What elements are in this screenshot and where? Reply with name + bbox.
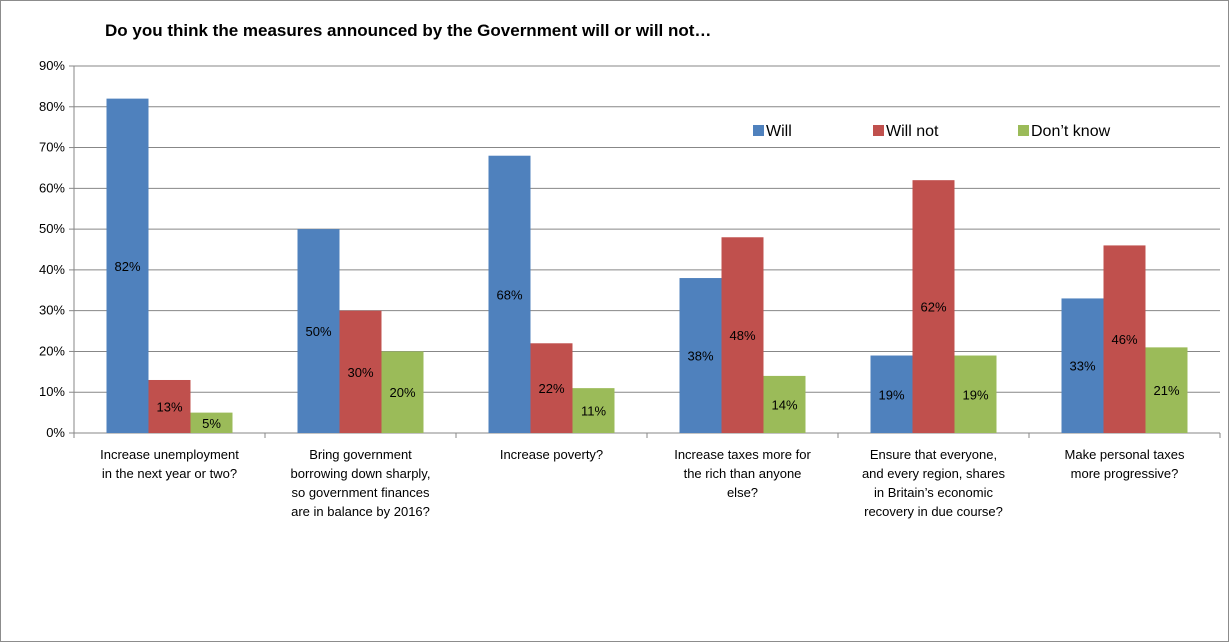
bar [339, 310, 382, 433]
data-label: 82% [114, 259, 140, 274]
y-tick-label: 10% [39, 384, 65, 399]
bar [763, 375, 806, 433]
data-label: 50% [305, 324, 331, 339]
y-tick-label: 30% [39, 303, 65, 318]
x-category-label: so government finances [291, 485, 430, 500]
x-category-label: borrowing down sharply, [291, 466, 431, 481]
bar [1103, 245, 1146, 433]
x-category-label: Ensure that everyone, [870, 447, 997, 462]
x-category-label: in the next year or two? [102, 466, 237, 481]
bar [106, 98, 149, 433]
bar [190, 412, 233, 433]
bar [488, 155, 531, 433]
legend-label: Don’t know [1031, 123, 1111, 140]
y-tick-label: 20% [39, 343, 65, 358]
legend-label: Will [766, 123, 792, 140]
bar [297, 229, 340, 433]
data-label: 68% [496, 287, 522, 302]
data-label: 48% [729, 328, 755, 343]
data-label: 38% [687, 349, 713, 364]
x-category-label: more progressive? [1071, 466, 1179, 481]
bar [530, 343, 573, 433]
x-category-label: else? [727, 485, 758, 500]
x-category-label: Increase taxes more for [674, 447, 811, 462]
x-category-label: the rich than anyone [684, 466, 802, 481]
legend-swatch [753, 125, 764, 136]
data-label: 19% [962, 387, 988, 402]
bar [148, 379, 191, 433]
x-category-label: Make personal taxes [1065, 447, 1185, 462]
data-label: 5% [202, 416, 221, 431]
data-label: 14% [771, 397, 797, 412]
y-tick-label: 50% [39, 221, 65, 236]
y-tick-label: 80% [39, 99, 65, 114]
data-label: 21% [1153, 383, 1179, 398]
legend-swatch [1018, 125, 1029, 136]
x-category-label: Increase poverty? [500, 447, 603, 462]
bar [912, 180, 955, 433]
x-category-label: are in balance by 2016? [291, 504, 430, 519]
bar [1061, 298, 1104, 433]
data-label: 22% [538, 381, 564, 396]
x-category-label: Increase unemployment [100, 447, 239, 462]
y-tick-label: 90% [39, 58, 65, 73]
y-tick-label: 60% [39, 180, 65, 195]
chart-title: Do you think the measures announced by t… [105, 21, 712, 40]
data-label: 19% [878, 387, 904, 402]
data-label: 11% [581, 404, 606, 419]
bar [1145, 347, 1188, 433]
x-category-label: in Britain’s economic [874, 485, 993, 500]
data-label: 20% [389, 385, 415, 400]
y-tick-label: 40% [39, 262, 65, 277]
bar [381, 351, 424, 433]
bar [954, 355, 997, 433]
y-tick-label: 0% [46, 425, 65, 440]
data-label: 33% [1069, 359, 1095, 374]
x-category-label: Bring government [309, 447, 412, 462]
x-category-label: and every region, shares [862, 466, 1006, 481]
bar [572, 388, 615, 433]
x-category-label: recovery in due course? [864, 504, 1003, 519]
data-label: 13% [156, 399, 182, 414]
bar [721, 237, 764, 433]
data-label: 62% [920, 300, 946, 315]
data-label: 30% [347, 365, 373, 380]
data-label: 46% [1111, 332, 1137, 347]
legend-label: Will not [886, 123, 939, 140]
y-tick-label: 70% [39, 140, 65, 155]
legend-swatch [873, 125, 884, 136]
bar [870, 355, 913, 433]
bar [679, 278, 722, 433]
